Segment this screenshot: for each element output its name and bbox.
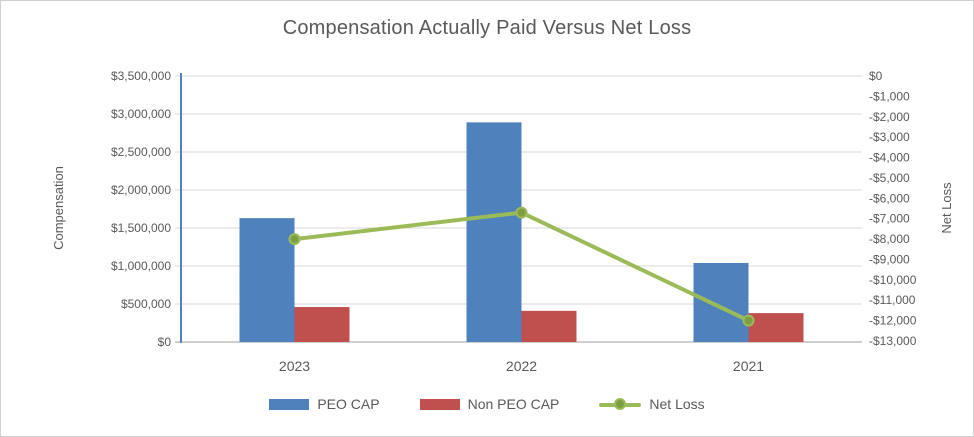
right-axis-tick-label: -$5,000 [869, 171, 910, 185]
category-label-2021: 2021 [733, 358, 764, 374]
right-axis-tick-label: -$4,000 [869, 151, 910, 165]
legend: PEO CAP Non PEO CAP Net Loss [1, 396, 973, 412]
non-peo-cap-swatch [419, 398, 460, 410]
right-axis-tick-label: $0 [869, 69, 883, 83]
peo-cap-swatch [269, 398, 310, 410]
legend-item-net-loss: Net Loss [599, 396, 705, 412]
right-axis-tick-label: -$1,000 [869, 89, 910, 103]
right-axis-tick-label: -$6,000 [869, 191, 910, 205]
left-axis-tick-label: $0 [158, 335, 172, 349]
bar-peo-cap-2023 [239, 218, 295, 342]
net-loss-marker-2023 [288, 233, 301, 246]
left-axis-tick-label: $3,000,000 [111, 107, 171, 121]
net-loss-marker-2021 [742, 314, 755, 327]
net-loss-swatch [599, 397, 642, 411]
bar-peo-cap-2022 [466, 122, 522, 342]
right-axis-tick-label: -$2,000 [869, 110, 910, 124]
right-axis-tick-label: -$3,000 [869, 130, 910, 144]
category-label-2023: 2023 [279, 358, 310, 374]
legend-label-non-peo-cap: Non PEO CAP [467, 396, 560, 412]
left-axis-tick-label: $1,500,000 [111, 221, 171, 235]
right-axis-tick-label: -$7,000 [869, 212, 910, 226]
legend-label-peo-cap: PEO CAP [317, 396, 380, 412]
right-axis-tick-label: -$13,000 [869, 334, 917, 348]
net-loss-marker-swatch [614, 397, 627, 410]
legend-item-peo-cap: PEO CAP [269, 396, 380, 412]
legend-item-non-peo-cap: Non PEO CAP [419, 396, 560, 412]
left-axis-tick-label: $1,000,000 [111, 259, 171, 273]
bar-peo-cap-2021 [693, 262, 749, 342]
left-axis-tick-label: $500,000 [121, 297, 171, 311]
right-axis-tick-label: -$12,000 [869, 314, 917, 328]
right-axis-tick-label: -$11,000 [869, 293, 916, 307]
right-axis-tick-label: -$8,000 [869, 232, 910, 246]
right-axis-tick-label: -$9,000 [869, 252, 910, 266]
bar-non-peo-cap-2021 [748, 313, 804, 342]
left-axis-tick-label: $2,000,000 [111, 183, 171, 197]
right-axis-tick-label: -$10,000 [869, 273, 917, 287]
bar-non-peo-cap-2022 [521, 310, 577, 342]
legend-label-net-loss: Net Loss [649, 396, 705, 412]
bar-non-peo-cap-2023 [294, 307, 350, 342]
chart-title: Compensation Actually Paid Versus Net Lo… [282, 17, 692, 39]
net-loss-marker-2022 [515, 206, 528, 219]
category-label-2022: 2022 [506, 358, 537, 374]
left-axis-tick-label: $3,500,000 [111, 69, 171, 83]
left-axis-tick-label: $2,500,000 [111, 145, 171, 159]
